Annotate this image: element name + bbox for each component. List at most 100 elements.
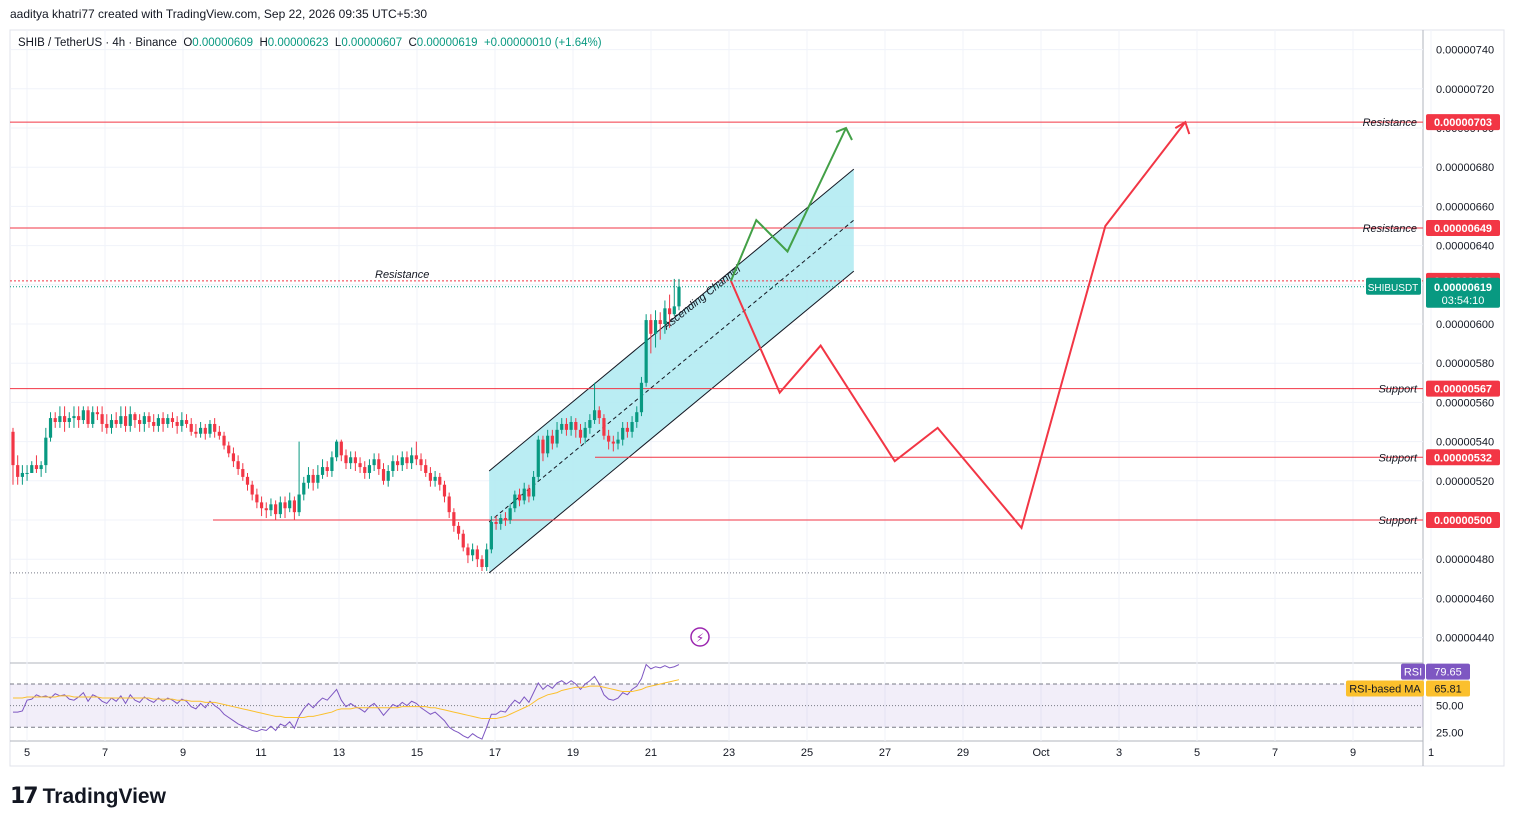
price-tick: 0.00000660 (1436, 201, 1494, 213)
candle (625, 427, 629, 432)
candle (428, 472, 433, 481)
level-price-tag (1426, 449, 1500, 466)
lightning-icon (690, 627, 710, 647)
rsi-ma-line (13, 679, 680, 720)
candle (62, 416, 67, 422)
rsi-ma-label: RSI-based MA (1349, 684, 1421, 696)
candle (344, 455, 348, 464)
candle (447, 496, 451, 513)
candle (461, 533, 465, 548)
candle (77, 416, 81, 421)
candle (269, 504, 273, 511)
bearish-projection-path (730, 121, 1187, 530)
time-tick: 15 (411, 747, 423, 759)
ohlc-close: 0.00000619 (417, 37, 484, 49)
level-price-tag-text: 0.00000567 (1434, 384, 1492, 396)
candle (672, 306, 676, 315)
candle (320, 467, 325, 475)
rsi-value: 79.65 (1434, 667, 1462, 679)
ohlc-low-label: L (335, 37, 342, 49)
candle (302, 482, 306, 495)
price-tick: 0.00000720 (1436, 84, 1494, 96)
candle (527, 488, 531, 497)
chart-frame (9, 29, 1505, 767)
candle (123, 416, 128, 426)
candle (442, 484, 447, 497)
level-price-tag-text: 0.00000500 (1434, 515, 1492, 527)
chart-credit: aaditya khatri77 created with TradingVie… (10, 7, 428, 21)
level-label: Resistance (375, 269, 429, 281)
ohlc-close-label: C (408, 37, 416, 49)
tradingview-logo: 17 TradingView (10, 784, 166, 809)
candle (555, 429, 559, 444)
chart-canvas: 5 7 9 11 13 15 17 19 21 23 25 27 29 Oct 3 5 7 9 1 0.0000074… (9, 29, 1505, 767)
candle (574, 422, 578, 430)
tradingview-mark-icon: 17 (10, 784, 39, 809)
candle (456, 525, 461, 534)
candle (517, 494, 522, 501)
candle (377, 459, 381, 470)
candle (109, 420, 114, 428)
candle (72, 416, 76, 419)
level-price-tag-text: 0.00000649 (1434, 223, 1492, 235)
candle (161, 418, 165, 424)
candle (203, 427, 207, 434)
bullish-projection-path (730, 127, 847, 282)
candle (138, 420, 142, 424)
price-tick: 0.00000580 (1436, 358, 1494, 370)
candle (621, 427, 625, 440)
time-tick: 5 (1194, 747, 1200, 759)
candle (278, 502, 282, 515)
candle (602, 418, 606, 436)
rsi-level-tick: 50.00 (1436, 701, 1464, 713)
candle (452, 512, 456, 526)
time-tick: 13 (333, 747, 345, 759)
candle (564, 423, 569, 430)
candle (639, 382, 644, 413)
candle (34, 465, 39, 470)
symbol-tag-text: SHIBUSDT (1368, 283, 1419, 294)
level-label: Support (1378, 515, 1417, 527)
candle (288, 500, 292, 509)
candle (25, 472, 29, 474)
ohlc-high-label: H (259, 37, 267, 49)
countdown: 03:54:10 (1442, 295, 1485, 307)
candle (91, 412, 95, 424)
candle (372, 459, 376, 466)
candle (156, 418, 160, 426)
candle (349, 457, 353, 464)
candle (611, 441, 615, 444)
candle (546, 435, 550, 454)
candle (184, 420, 189, 424)
candle (170, 418, 175, 422)
time-tick: 21 (645, 747, 657, 759)
candle (147, 416, 151, 422)
level-price-tag (1426, 219, 1500, 236)
candle (531, 476, 536, 497)
bearish-arrow-head (1174, 120, 1191, 135)
ohlc-open: 0.00000609 (192, 37, 259, 49)
candle (414, 455, 418, 460)
candle (48, 418, 53, 438)
candle (400, 457, 404, 466)
candle (508, 508, 512, 520)
candle (175, 422, 179, 426)
candle (353, 457, 357, 464)
candle (20, 472, 24, 477)
time-tick: 5 (24, 747, 30, 759)
candle (297, 494, 301, 513)
candle (536, 439, 540, 477)
candle (358, 463, 362, 468)
candle (81, 410, 85, 421)
candle (550, 435, 554, 444)
candle (128, 414, 132, 426)
time-tick: 19 (567, 747, 579, 759)
time-tick: 11 (255, 747, 266, 759)
tradingview-name: TradingView (42, 784, 166, 808)
level-price-tag-text: 0.00000532 (1434, 452, 1492, 464)
price-tick: 0.00000460 (1436, 593, 1494, 605)
candle (677, 286, 681, 307)
rsi-ma-label-tag (1346, 680, 1424, 697)
candle (86, 410, 90, 424)
candle (560, 423, 564, 430)
